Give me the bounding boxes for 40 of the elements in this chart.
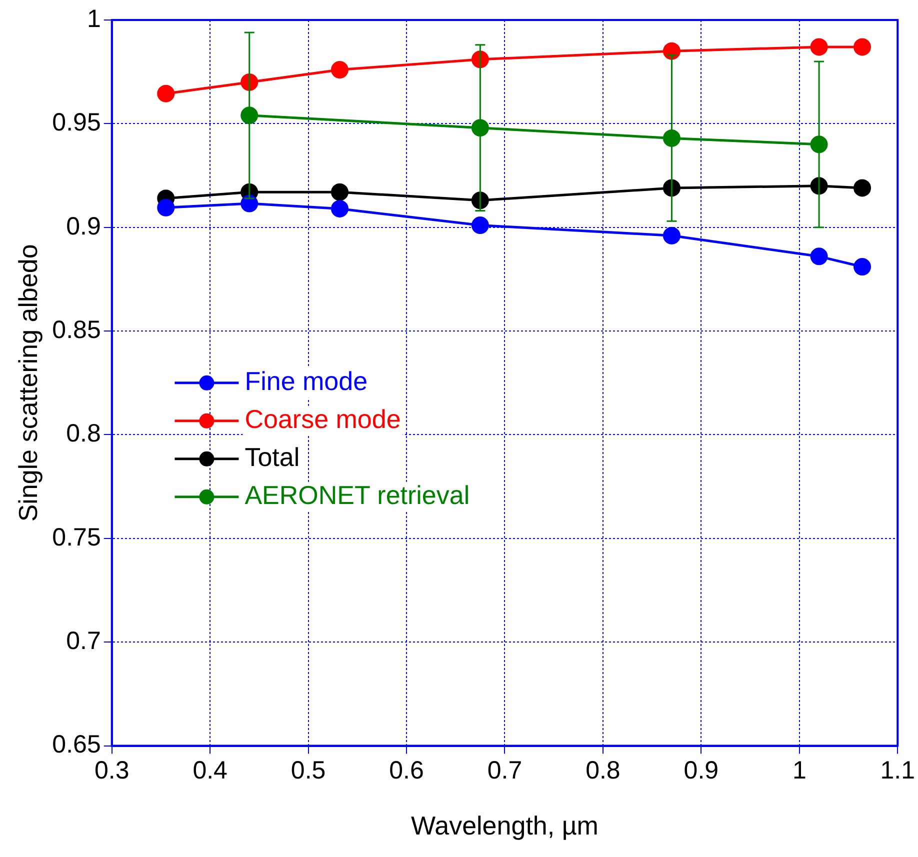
x-tick-label: 1.1 <box>880 756 916 785</box>
x-tick-label: 1 <box>792 756 806 785</box>
y-tick-label: 0.95 <box>52 108 101 137</box>
point <box>810 248 828 266</box>
point <box>240 194 258 212</box>
point <box>854 179 872 197</box>
point <box>157 198 175 216</box>
y-axis-title: Single scattering albedo <box>12 244 43 522</box>
point <box>471 119 489 137</box>
x-tick-label: 0.8 <box>586 756 620 785</box>
point <box>471 216 489 234</box>
x-axis-title: Wavelength, µm <box>411 810 598 841</box>
point <box>810 136 828 154</box>
x-tick-label: 0.3 <box>94 756 130 785</box>
y-tick-label: 0.9 <box>66 212 101 240</box>
point <box>854 258 872 276</box>
y-tick-label: 0.65 <box>52 730 101 759</box>
legend-label: Coarse mode <box>244 404 401 434</box>
point <box>240 106 258 124</box>
y-tick-label: 0.7 <box>66 627 101 656</box>
point <box>854 38 872 56</box>
x-tick-label: 0.9 <box>684 756 719 785</box>
legend-label: Fine mode <box>244 366 368 396</box>
point <box>662 129 680 147</box>
point <box>330 61 348 79</box>
legend-label: AERONET retrieval <box>244 480 470 510</box>
y-tick-label: 0.8 <box>66 420 101 448</box>
point <box>330 200 348 218</box>
point <box>810 38 828 56</box>
point <box>157 84 175 102</box>
y-tick-label: 1 <box>86 4 101 33</box>
point <box>330 183 348 201</box>
legend-label: Total <box>244 442 300 472</box>
x-tick-label: 0.7 <box>487 756 522 785</box>
x-tick-label: 0.6 <box>389 756 424 785</box>
point <box>662 226 680 244</box>
x-tick-label: 0.5 <box>290 756 326 785</box>
y-tick-label: 0.75 <box>52 523 101 552</box>
x-tick-label: 0.4 <box>192 756 228 785</box>
y-tick-label: 0.85 <box>52 316 101 344</box>
